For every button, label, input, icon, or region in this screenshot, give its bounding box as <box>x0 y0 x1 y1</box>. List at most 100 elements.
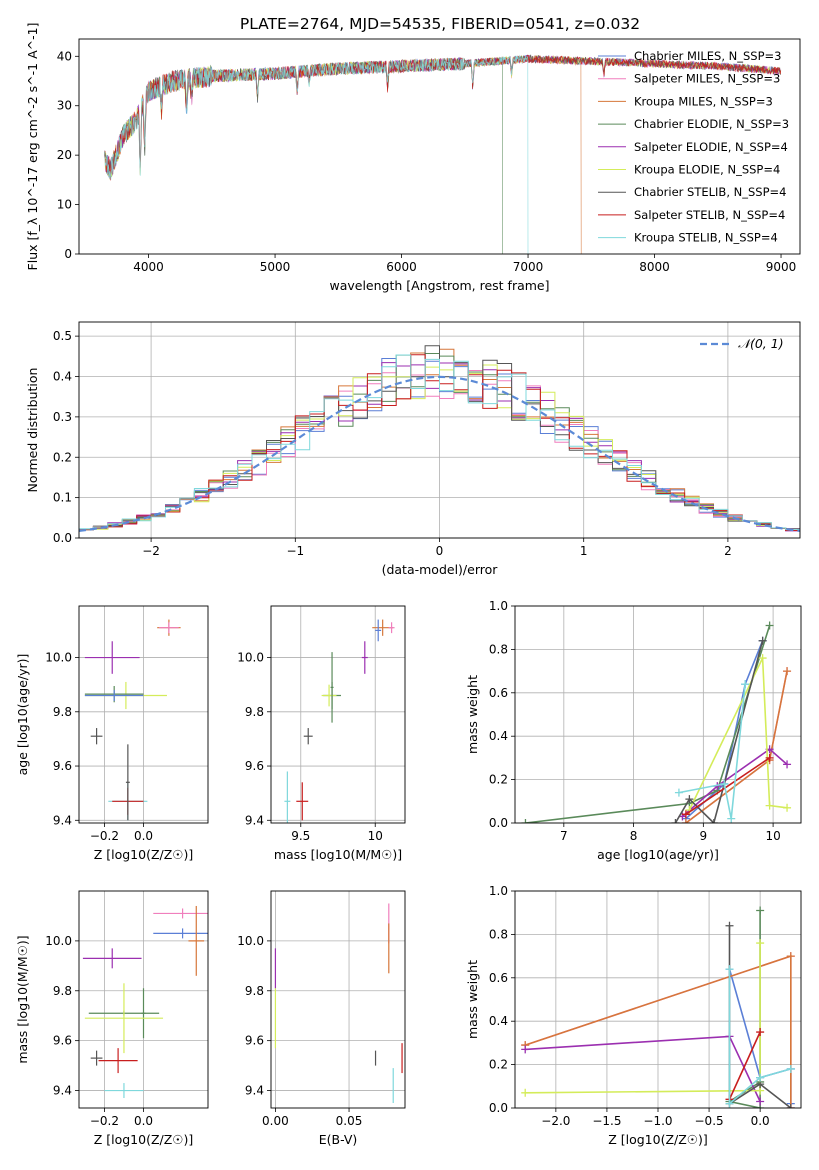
y-tick-label: 0.6 <box>489 971 508 985</box>
weight-line <box>674 640 764 823</box>
weight-marker <box>783 667 792 676</box>
legend-label: 𝒩(0, 1) <box>738 336 784 351</box>
y-tick-label: 10.0 <box>45 934 72 948</box>
legend-label: Salpeter MILES, N_SSP=3 <box>634 72 780 86</box>
weight-marker <box>681 810 690 819</box>
y-tick-label: 0.2 <box>489 1058 508 1072</box>
axes-frame <box>78 321 801 539</box>
y-tick-label: 30 <box>57 99 72 113</box>
panel-residuals: −2 −1 0 1 2 0.0 0.1 0.2 0.3 0.4 0.5 (data-model)/er… <box>25 321 801 577</box>
plot-area <box>284 619 395 823</box>
x-axis-label: E(B-V) <box>319 1132 358 1147</box>
x-axis-label: Z [log10(Z/Z☉)] <box>94 847 194 862</box>
weight-marker <box>756 1073 765 1082</box>
x-tick-label: −2.0 <box>541 1114 570 1128</box>
x-tick-label: −2 <box>142 544 160 558</box>
weight-marker <box>786 1104 795 1108</box>
y-tick-label: 0.2 <box>489 773 508 787</box>
x-tick-label: 9 <box>700 829 708 843</box>
y-tick-label: 0.3 <box>53 410 72 424</box>
weight-marker <box>741 680 750 689</box>
panel-age-vs-Z: −0.2 0.0 9.4 9.6 9.8 10.0 Z [log10(Z/Z☉)] age [… <box>15 605 209 862</box>
weight-marker <box>786 1064 795 1073</box>
y-axis-label: Normed distribution <box>25 368 40 493</box>
y-axis-label: mass weight <box>465 675 480 754</box>
y-tick-label: 40 <box>57 49 72 63</box>
x-axis-label: wavelength [Angstrom, rest frame] <box>329 278 549 293</box>
y-tick-label: 9.4 <box>53 1084 72 1098</box>
weight-marker <box>725 965 734 974</box>
plot-area <box>274 903 403 1104</box>
weight-marker <box>709 819 718 823</box>
legend-label: Chabrier ELODIE, N_SSP=3 <box>634 117 789 131</box>
y-tick-label: 0.5 <box>53 329 72 343</box>
spectrum-line <box>104 54 529 254</box>
weight-line <box>727 910 761 1108</box>
axes-frame <box>514 890 802 1109</box>
x-tick-label: 0 <box>436 544 444 558</box>
legend-label: Chabrier STELIB, N_SSP=4 <box>634 185 786 199</box>
legend-label: Salpeter STELIB, N_SSP=4 <box>634 208 785 222</box>
axes-frame <box>514 605 802 824</box>
x-axis-label: Z [log10(Z/Z☉)] <box>94 1132 194 1147</box>
y-tick-label: 0.0 <box>53 531 72 545</box>
weight-marker <box>674 788 683 797</box>
x-axis-label: (data-model)/error <box>382 562 499 577</box>
weight-marker <box>720 779 729 788</box>
y-tick-label: 9.6 <box>245 1034 264 1048</box>
x-tick-label: −0.2 <box>90 1114 119 1128</box>
x-tick-label: −1.5 <box>592 1114 621 1128</box>
plot-area <box>84 619 181 821</box>
y-tick-label: 0.8 <box>489 927 508 941</box>
y-tick-label: 1.0 <box>489 884 508 898</box>
panel-mass-vs-EBV: 0.00 0.05 9.4 9.6 9.8 10.0 E(B-V) <box>237 890 406 1147</box>
x-axis-label: mass [log10(M/M☉)] <box>274 847 402 862</box>
y-tick-label: 0.8 <box>489 642 508 656</box>
plot-area <box>82 905 208 1099</box>
panel-mass-weight-vs-age: 7 8 9 10 0.0 0.2 0.4 0.6 0.8 1.0 age [log10(age/yr… <box>465 599 802 862</box>
y-tick-label: 10 <box>57 198 72 212</box>
x-tick-label: −0.5 <box>695 1114 724 1128</box>
x-tick-label: −0.2 <box>90 829 119 843</box>
weight-marker <box>671 819 680 823</box>
x-tick-label: 6000 <box>386 260 417 274</box>
x-tick-label: 10 <box>368 829 383 843</box>
weight-marker <box>758 654 767 663</box>
weight-marker <box>521 819 530 823</box>
y-tick-label: 9.8 <box>53 984 72 998</box>
weight-marker <box>521 1088 530 1097</box>
y-tick-label: 0.1 <box>53 491 72 505</box>
weight-marker <box>765 753 774 762</box>
plot-area <box>79 345 800 538</box>
weight-line <box>685 757 771 815</box>
y-axis-label: mass [log10(M/M☉)] <box>15 935 30 1063</box>
y-tick-label: 9.4 <box>53 813 72 827</box>
weight-marker <box>783 803 792 812</box>
histogram-step <box>79 354 800 538</box>
weight-line <box>681 748 788 818</box>
weight-marker <box>783 760 792 769</box>
y-tick-label: 0.4 <box>53 370 72 384</box>
gaussian-reference <box>79 375 800 532</box>
weight-marker <box>756 939 765 948</box>
weight-marker <box>765 621 774 630</box>
y-axis-label: mass weight <box>465 960 480 1039</box>
y-tick-label: 0.6 <box>489 686 508 700</box>
legend-label: Kroupa MILES, N_SSP=3 <box>634 94 773 108</box>
x-tick-label: 9000 <box>766 260 797 274</box>
weight-line <box>525 943 761 1094</box>
weight-line <box>728 969 792 1106</box>
y-tick-label: 9.6 <box>53 1034 72 1048</box>
y-tick-label: 9.8 <box>53 705 72 719</box>
weight-line <box>678 684 746 819</box>
weight-marker <box>725 921 734 930</box>
x-axis-label: Z [log10(Z/Z☉)] <box>608 1132 708 1147</box>
legend-label: Chabrier MILES, N_SSP=3 <box>634 49 781 63</box>
panel-age-vs-mass: 9.5 10 9.4 9.6 9.8 10.0 mass [log10(M/M☉)] <box>237 605 406 862</box>
x-tick-label: 4000 <box>133 260 164 274</box>
x-tick-label: 8 <box>630 829 638 843</box>
x-tick-label: 7 <box>560 829 568 843</box>
y-axis-label: age [log10(age/yr)] <box>15 654 30 776</box>
y-tick-label: 0.4 <box>489 1014 508 1028</box>
x-tick-label: 0.0 <box>134 1114 153 1128</box>
